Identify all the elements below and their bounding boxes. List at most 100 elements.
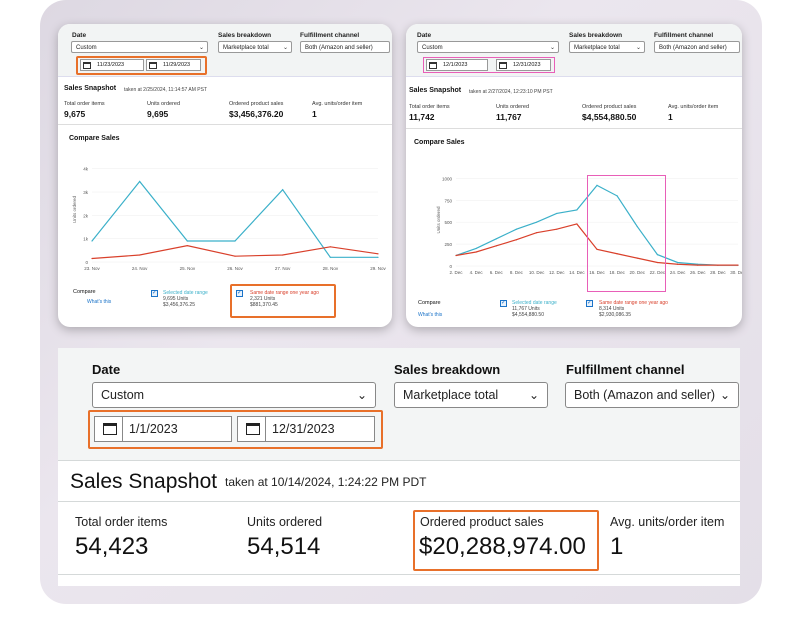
x-tick-label: 25. Nov	[180, 266, 196, 271]
data-point	[377, 253, 379, 255]
chevron-down-icon: ⌄	[635, 45, 641, 51]
breakdown-select[interactable]: Marketplace total ⌄	[394, 382, 548, 408]
whats-this-link[interactable]: What's this	[87, 299, 112, 305]
y-tick-label: 500	[444, 220, 452, 225]
prior-range-units: 8,314 Units	[599, 306, 625, 312]
x-tick-label: 2. Dec	[449, 270, 463, 275]
y-tick-label: 0	[449, 264, 452, 269]
selected-range-units: 9,695 Units	[163, 296, 189, 302]
snapshot-title: Sales Snapshot	[70, 470, 218, 493]
date-label: Date	[417, 32, 432, 39]
x-tick-label: 12. Dec	[549, 270, 565, 275]
x-tick-label: 6. Dec	[490, 270, 504, 275]
x-tick-label: 24. Nov	[132, 266, 148, 271]
start-date-input[interactable]: 1/1/2023	[94, 416, 232, 442]
data-point	[636, 225, 638, 228]
metric-label: Ordered product sales	[420, 515, 544, 529]
fulfillment-select[interactable]: Both (Amazon and seller)	[300, 41, 390, 53]
divider	[265, 417, 266, 441]
calendar-icon	[429, 62, 437, 69]
start-date-input[interactable]: 11/23/2023	[80, 59, 144, 71]
data-point	[495, 245, 497, 247]
metric-value: 9,695	[147, 109, 169, 119]
data-point	[455, 254, 457, 257]
start-date-input[interactable]: 12/1/2023	[426, 59, 488, 71]
calendar-icon	[103, 423, 117, 435]
prior-range-checkbox[interactable]: ✓	[586, 300, 593, 307]
compare-sales-title: Compare Sales	[69, 135, 120, 142]
end-date-input[interactable]: 11/29/2023	[146, 59, 201, 71]
chevron-down-icon: ⌄	[719, 388, 730, 402]
selected-range-checkbox[interactable]: ✓	[500, 300, 507, 307]
selected-range-label: Selected date range	[512, 300, 557, 306]
fulfillment-label: Fulfillment channel	[654, 32, 714, 39]
x-tick-label: 29. Nov	[370, 266, 386, 271]
y-tick-label: 4k	[83, 167, 89, 172]
y-tick-label: 0	[85, 260, 88, 265]
metric-label: Total order items	[409, 104, 450, 110]
selected-range-checkbox[interactable]: ✓	[151, 290, 158, 297]
data-point	[616, 253, 618, 255]
date-select[interactable]: Custom ⌄	[71, 41, 208, 53]
series-line	[91, 180, 378, 258]
breakdown-label: Sales breakdown	[569, 32, 623, 39]
chevron-down-icon: ⌄	[528, 388, 539, 402]
data-point	[556, 212, 558, 215]
metric-label: Units ordered	[247, 515, 323, 529]
data-point	[329, 256, 331, 258]
x-tick-label: 14. Dec	[569, 270, 585, 275]
data-point	[616, 195, 618, 197]
x-tick-label: 26. Nov	[227, 266, 243, 271]
y-tick-label: 1000	[442, 176, 453, 181]
right-screenshot-card: Date Custom ⌄ Sales breakdown Marketplace…	[406, 24, 742, 327]
selected-range-units: 11,767 Units	[512, 306, 540, 312]
right-compare-chart: 0 250 500 750 1000 Units ordered 2. Dec 4. Dec 6…	[436, 176, 742, 275]
fulfillment-select[interactable]: Both (Amazon and seller) ⌄	[565, 382, 739, 408]
metric-label: Avg. units/order item	[312, 101, 363, 107]
ordered-sales-highlight	[413, 510, 599, 571]
data-point	[556, 228, 558, 230]
snapshot-title: Sales Snapshot	[409, 87, 462, 94]
selected-range-label: Selected date range	[163, 290, 208, 296]
calendar-icon	[499, 62, 507, 69]
snapshot-title: Sales Snapshot	[64, 85, 117, 92]
metric-label: Ordered product sales	[229, 101, 284, 107]
data-point	[576, 223, 578, 225]
date-select[interactable]: Custom ⌄	[417, 41, 559, 53]
data-point	[91, 257, 93, 260]
data-point	[697, 264, 699, 266]
end-date-input[interactable]: 12/31/2023	[496, 59, 551, 71]
x-tick-label: 8. Dec	[510, 270, 524, 275]
metric-value: 54,514	[247, 533, 321, 560]
prior-range-checkbox[interactable]: ✓	[236, 290, 243, 297]
x-tick-label: 28. Nov	[323, 266, 339, 271]
fulfillment-label: Fulfillment channel	[300, 32, 360, 39]
end-date-input[interactable]: 12/31/2023	[237, 416, 375, 442]
x-tick-label: 28. Dec	[710, 270, 726, 275]
breakdown-select[interactable]: Marketplace total ⌄	[218, 41, 292, 53]
metric-value: 11,767	[496, 112, 522, 122]
fulfillment-select[interactable]: Both (Amazon and seller)	[654, 41, 740, 53]
data-point	[186, 245, 188, 247]
date-range-highlight	[423, 57, 555, 73]
calendar-icon	[83, 62, 91, 69]
data-point	[515, 239, 518, 241]
breakdown-label: Sales breakdown	[218, 32, 272, 39]
prior-range-units: 2,321 Units	[250, 296, 276, 302]
data-point	[475, 247, 477, 250]
data-point	[535, 232, 538, 234]
fulfillment-label: Fulfillment channel	[566, 362, 685, 377]
chevron-down-icon: ⌄	[282, 45, 288, 51]
metric-value: 9,675	[64, 109, 86, 119]
data-point	[139, 180, 141, 183]
data-point	[186, 240, 188, 242]
whats-this-link[interactable]: What's this	[418, 312, 443, 318]
selected-range-sales: $3,456,376.25	[163, 302, 195, 308]
x-tick-label: 18. Dec	[609, 270, 625, 275]
chevron-down-icon: ⌄	[356, 388, 367, 402]
snapshot-timestamp: taken at 2/25/2024, 11:14:57 AM PST	[124, 87, 208, 93]
metric-value: 1	[312, 109, 317, 119]
date-select[interactable]: Custom ⌄	[92, 382, 376, 408]
breakdown-select[interactable]: Marketplace total ⌄	[569, 41, 645, 53]
metric-value: 11,742	[409, 112, 435, 122]
